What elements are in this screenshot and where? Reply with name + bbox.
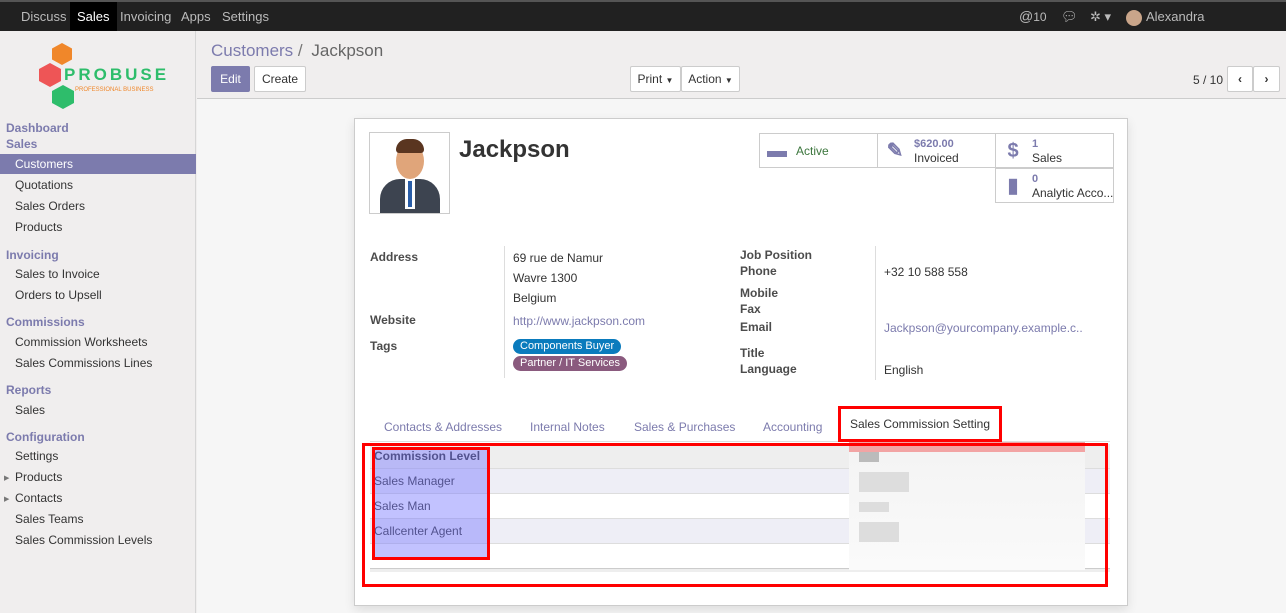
create-button[interactable]: Create bbox=[254, 66, 306, 92]
sidebar-item-sales-commissions-lines[interactable]: Sales Commissions Lines bbox=[15, 356, 153, 370]
tab-sales-commission-setting[interactable]: Sales Commission Setting bbox=[838, 406, 1002, 442]
tab-internal-notes[interactable]: Internal Notes bbox=[530, 420, 605, 434]
sidebar-item-customers[interactable]: Customers bbox=[0, 154, 196, 174]
sidebar-header-reports: Reports bbox=[6, 383, 52, 397]
sidebar-item-quotations[interactable]: Quotations bbox=[15, 178, 74, 192]
tab-contacts-addresses[interactable]: Contacts & Addresses bbox=[384, 420, 503, 434]
website-label: Website bbox=[370, 313, 416, 327]
print-dropdown[interactable]: Print ▼ bbox=[630, 66, 681, 92]
chat-icon[interactable]: 💬︎ bbox=[1061, 9, 1078, 24]
pager-next-button[interactable]: › bbox=[1253, 66, 1280, 92]
pager-previous-button[interactable]: ‹ bbox=[1227, 66, 1253, 92]
phone-label: Phone bbox=[740, 264, 777, 278]
active-toggle-button[interactable]: ▬ Active bbox=[759, 133, 878, 168]
tab-accounting[interactable]: Accounting bbox=[763, 420, 823, 434]
address-street: 69 rue de Namur bbox=[513, 251, 604, 265]
invoiced-button[interactable]: ✎ $620.00 Invoiced bbox=[877, 133, 996, 168]
sidebar-item-reports-sales[interactable]: Sales bbox=[15, 403, 46, 417]
job-position-label: Job Position bbox=[740, 248, 812, 262]
sidebar-item-settings[interactable]: Settings bbox=[15, 449, 59, 463]
commission-table-highlight bbox=[362, 443, 1108, 587]
sidebar-item-sales-commission-levels[interactable]: Sales Commission Levels bbox=[15, 533, 153, 547]
debug-bug-icon[interactable]: ✲ ▾ bbox=[1090, 9, 1112, 24]
commission-level-column-highlight bbox=[372, 447, 490, 560]
user-menu[interactable]: Alexandra (Sales_comm... bbox=[1146, 9, 1236, 53]
sidebar-dashboard[interactable]: Dashboard bbox=[6, 121, 69, 135]
dollar-icon: $ bbox=[1007, 140, 1019, 162]
sidebar: PROBUSE PROFESSIONAL BUSINESS Dashboard … bbox=[0, 31, 196, 613]
sales-button[interactable]: $ 1 Sales bbox=[995, 133, 1114, 168]
top-navbar: Discuss Sales Invoicing Apps Settings @1… bbox=[0, 0, 1286, 53]
sidebar-item-products[interactable]: Products bbox=[15, 220, 63, 234]
sidebar-item-sales-orders[interactable]: Sales Orders bbox=[15, 199, 86, 213]
sidebar-header-invoicing: Invoicing bbox=[6, 248, 59, 262]
tag-partner-it-services[interactable]: Partner / IT Services bbox=[513, 356, 628, 371]
menu-apps[interactable]: Apps bbox=[181, 9, 211, 24]
sidebar-item-sales-to-invoice[interactable]: Sales to Invoice bbox=[15, 267, 100, 281]
customer-name: Jackpson bbox=[459, 136, 570, 163]
tags-label: Tags bbox=[370, 339, 398, 353]
blurred-region bbox=[849, 442, 1085, 452]
archive-icon: ▬ bbox=[767, 140, 787, 162]
menu-discuss[interactable]: Discuss bbox=[21, 9, 67, 24]
at-icon: @ bbox=[1019, 8, 1034, 24]
breadcrumb: Customers / Jackpson bbox=[211, 41, 384, 60]
email-label: Email bbox=[740, 320, 773, 334]
fax-label: Fax bbox=[740, 302, 761, 316]
phone-value: +32 10 588 558 bbox=[884, 265, 968, 279]
website-link[interactable]: http://www.jackpson.com bbox=[513, 314, 646, 328]
sidebar-item-orders-to-upsell[interactable]: Orders to Upsell bbox=[15, 288, 102, 302]
caret-down-icon: ▼ bbox=[724, 76, 733, 85]
address-city: Wavre 1300 bbox=[513, 271, 578, 285]
chevron-left-icon: ‹ bbox=[1238, 72, 1242, 86]
chevron-right-icon: › bbox=[1264, 72, 1269, 86]
customer-avatar-image[interactable] bbox=[369, 132, 450, 214]
book-icon: ▮ bbox=[1007, 175, 1019, 197]
email-link[interactable]: Jackpson@yourcompany.example.c.. bbox=[884, 321, 1083, 335]
language-label: Language bbox=[740, 362, 797, 376]
title-label: Title bbox=[740, 346, 765, 360]
action-dropdown[interactable]: Action ▼ bbox=[681, 66, 740, 92]
pager-value: 5 / 10 bbox=[1193, 73, 1224, 87]
address-label: Address bbox=[370, 250, 419, 264]
tag-components-buyer[interactable]: Components Buyer bbox=[513, 339, 622, 354]
menu-settings[interactable]: Settings bbox=[222, 9, 269, 24]
mentions-button[interactable]: @10 bbox=[1019, 8, 1047, 24]
mobile-label: Mobile bbox=[740, 286, 778, 300]
caret-down-icon: ▼ bbox=[665, 76, 674, 85]
caret-right-icon: ▶ bbox=[4, 496, 10, 503]
address-country: Belgium bbox=[513, 291, 557, 305]
sidebar-item-sales-teams[interactable]: Sales Teams bbox=[15, 512, 84, 526]
control-panel: Customers / Jackpson Edit Create Print ▼… bbox=[197, 31, 1286, 99]
pencil-square-icon: ✎ bbox=[886, 140, 904, 162]
sidebar-item-commission-worksheets[interactable]: Commission Worksheets bbox=[15, 335, 148, 349]
breadcrumb-current: Jackpson bbox=[311, 41, 384, 60]
avatar[interactable] bbox=[1126, 10, 1142, 26]
menu-sales[interactable]: Sales bbox=[70, 2, 117, 31]
caret-right-icon: ▶ bbox=[4, 475, 10, 482]
probuse-logo: PROBUSE PROFESSIONAL BUSINESS bbox=[38, 43, 166, 109]
menu-invoicing[interactable]: Invoicing bbox=[120, 9, 172, 24]
analytic-accounts-button[interactable]: ▮ 0 Analytic Acco... bbox=[995, 168, 1114, 203]
sidebar-item-config-products[interactable]: Products bbox=[15, 470, 63, 484]
language-value: English bbox=[884, 363, 924, 377]
blurred-region bbox=[849, 452, 1085, 570]
sidebar-header-sales: Sales bbox=[6, 137, 38, 151]
edit-button[interactable]: Edit bbox=[211, 66, 250, 92]
tab-sales-purchases[interactable]: Sales & Purchases bbox=[634, 420, 736, 434]
sidebar-header-commissions: Commissions bbox=[6, 315, 85, 329]
breadcrumb-customers[interactable]: Customers bbox=[211, 41, 294, 60]
sidebar-header-configuration: Configuration bbox=[6, 430, 85, 444]
sidebar-item-contacts[interactable]: Contacts bbox=[15, 491, 63, 505]
